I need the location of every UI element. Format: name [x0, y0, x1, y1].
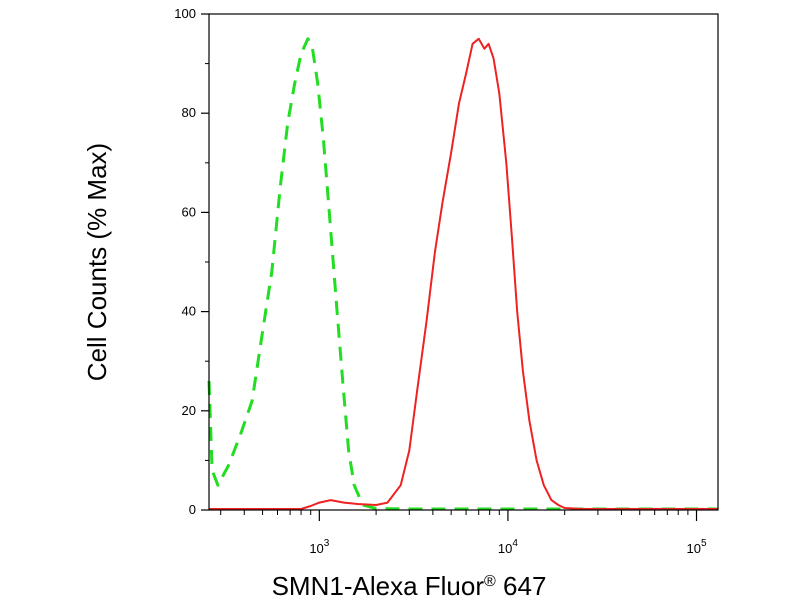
y-tick-label: 60: [182, 204, 196, 219]
x-axis-title-main: SMN1-Alexa Fluor: [272, 571, 485, 600]
y-axis: 0 20 40 60 80 100: [174, 6, 209, 517]
series-layer: [207, 37, 718, 511]
y-tick-label: 40: [182, 304, 196, 319]
x-axis-title-registered-mark: ®: [484, 573, 496, 590]
x-tick-label: 104: [498, 538, 518, 556]
x-tick-label: 105: [686, 538, 706, 556]
x-tick-label-exponent: 5: [701, 538, 707, 549]
y-axis-title: Cell Counts (% Max): [82, 143, 112, 381]
x-tick-label-base: 10: [686, 541, 700, 556]
series-line-1: [207, 37, 718, 511]
y-tick-label: 100: [174, 6, 196, 21]
x-axis-title: SMN1-Alexa Fluor® 647: [272, 571, 547, 600]
x-tick-label-exponent: 4: [512, 538, 518, 549]
series-line-2: [209, 37, 718, 510]
y-tick-label: 80: [182, 105, 196, 120]
y-tick-label: 20: [182, 403, 196, 418]
x-tick-label-exponent: 3: [324, 538, 330, 549]
x-tick-label: 103: [309, 538, 329, 556]
x-axis: 103 104 105: [220, 510, 707, 556]
y-tick-label: 0: [189, 502, 196, 517]
x-axis-title-suffix: 647: [496, 571, 547, 600]
x-tick-label-base: 10: [498, 541, 512, 556]
x-tick-label-base: 10: [309, 541, 323, 556]
